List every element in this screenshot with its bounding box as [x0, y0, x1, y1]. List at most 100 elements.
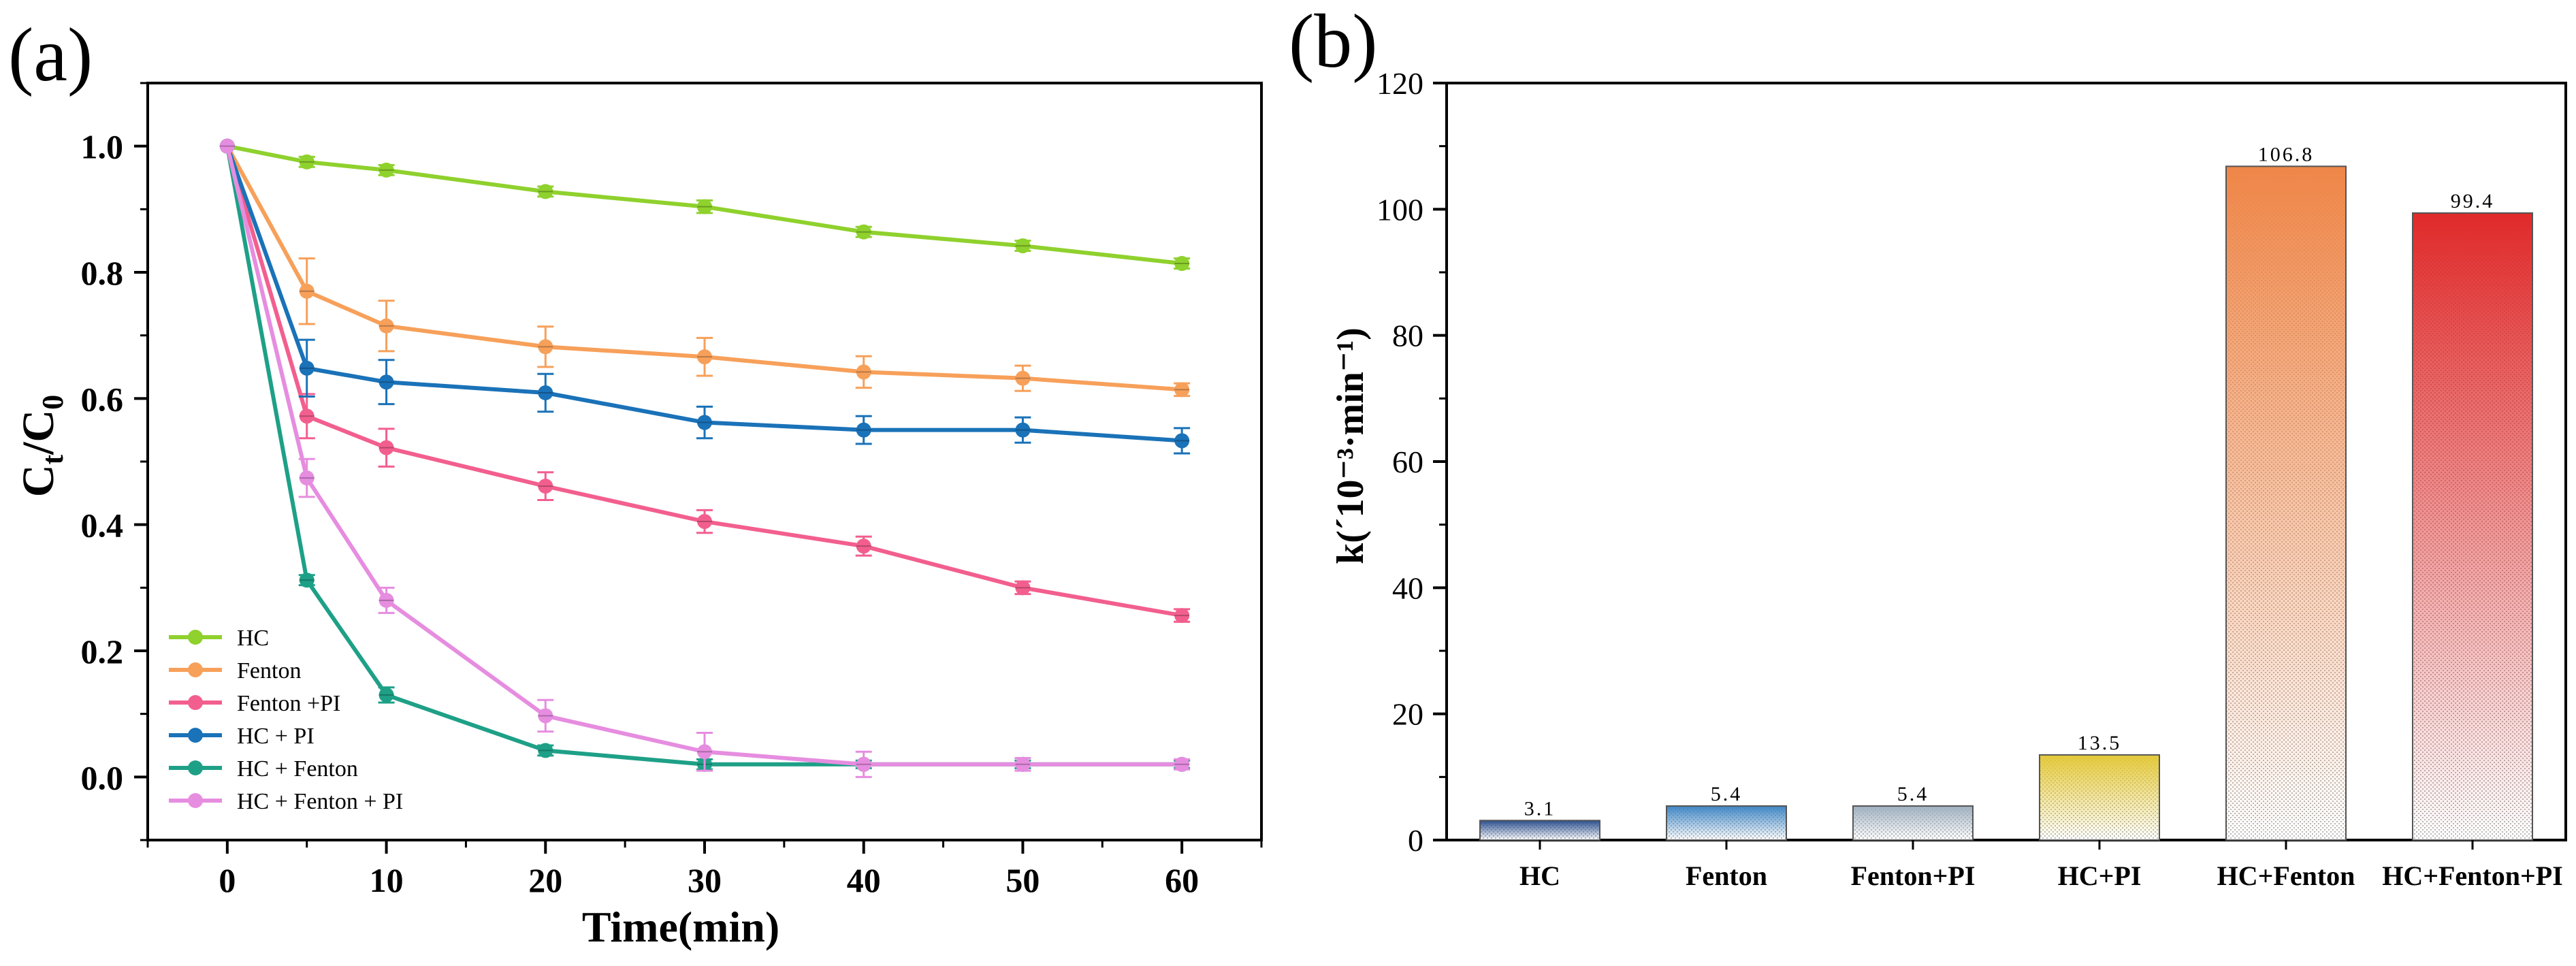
data-point: [1174, 382, 1190, 398]
data-point: [379, 440, 394, 455]
legend-item: HC + PI: [169, 724, 315, 749]
bar-hc-pi: 13.5: [2039, 732, 2160, 841]
x-tick-label-a: 60: [1165, 861, 1199, 899]
x-tick-label-a: 30: [688, 861, 722, 899]
y-axis-b: 0 20 40 60 80 100 120: [1376, 66, 1447, 858]
bar-hc-fenton-pi: 99.4: [2412, 190, 2533, 841]
bar-fill: [2039, 754, 2160, 841]
data-point: [856, 422, 871, 438]
bar-value-label: 5.4: [1897, 783, 1929, 805]
bar-value-label: 106.8: [2258, 143, 2315, 165]
category-label: HC: [1519, 860, 1560, 891]
y-tick-label-b: 40: [1392, 570, 1423, 605]
y-tick-label-b: 20: [1392, 697, 1423, 732]
y-axis-a: 0.0 0.2 0.4 0.6 0.8 1.0: [81, 82, 148, 841]
legend-label: Fenton: [237, 658, 301, 683]
bar-value-label: 99.4: [2451, 190, 2495, 212]
data-point: [697, 744, 712, 760]
data-point: [538, 339, 553, 355]
x-tick-label-a: 0: [219, 861, 236, 899]
data-point: [697, 349, 712, 365]
legend-item: HC + Fenton + PI: [169, 789, 403, 814]
bar-value-label: 3.1: [1524, 797, 1556, 820]
legend-label: HC: [237, 626, 269, 651]
category-label: HC+Fenton+PI: [2382, 860, 2563, 891]
series-fenton-pi: [219, 138, 1191, 624]
series-hc-fenton-pi: [219, 138, 1191, 778]
y-tick-label-b: 100: [1376, 192, 1423, 227]
legend-item: HC + Fenton: [169, 756, 358, 782]
legend-swatch-marker: [188, 728, 203, 743]
plot-frame-b: [1445, 82, 2567, 841]
bar-chart-panel: 0 20 40 60 80 100 120 3.1 5.4 5.4 13.5 106.8 99.4 H…: [1330, 66, 2567, 891]
series-line: [225, 146, 1182, 767]
data-point: [299, 154, 315, 170]
data-point: [379, 162, 394, 178]
bar-fill: [1479, 820, 1600, 841]
bar-hc: 3.1: [1479, 797, 1600, 841]
bar-fill: [1852, 805, 1974, 841]
bar-hc-fenton: 106.8: [2225, 143, 2347, 841]
x-tick-label-a: 40: [847, 861, 881, 899]
x-axis-b: HC Fenton Fenton+PI HC+PI HC+Fenton HC+Fenton…: [1519, 840, 2563, 891]
data-point: [1174, 433, 1190, 449]
legend-label: HC + Fenton: [237, 756, 358, 782]
legend-label: Fenton +PI: [237, 691, 340, 716]
data-point: [1015, 422, 1031, 438]
series-fenton: [219, 138, 1191, 398]
data-point: [379, 374, 394, 390]
panel-label-a: (a): [8, 13, 93, 97]
data-point: [299, 408, 315, 424]
data-point: [299, 573, 315, 588]
y-tick-label-a: 1.0: [81, 128, 124, 166]
series-line: [225, 145, 1182, 443]
plot-frame-a: [146, 82, 1263, 841]
data-point: [1174, 756, 1190, 772]
y-axis-title: Ct/C0: [14, 395, 69, 497]
bar-fenton: 5.4: [1666, 783, 1787, 841]
series-hc-pi: [219, 138, 1191, 455]
data-point: [299, 283, 315, 299]
category-label: HC+PI: [2058, 860, 2142, 891]
x-tick-label-a: 10: [370, 861, 404, 899]
legend-swatch-marker: [188, 630, 203, 645]
y-tick-label-b: 80: [1392, 319, 1423, 353]
y-tick-label-a: 0.0: [81, 758, 124, 796]
data-point: [538, 479, 553, 494]
legend-swatch-marker: [188, 662, 203, 677]
data-point: [1174, 608, 1190, 624]
bar-fill: [2412, 212, 2533, 841]
data-point: [379, 318, 394, 334]
bar-fill: [1666, 805, 1787, 841]
series-group: [219, 138, 1191, 778]
legend-item: Fenton: [169, 658, 301, 683]
category-label: Fenton: [1686, 860, 1767, 891]
data-point: [538, 708, 553, 724]
y-tick-label-a: 0.6: [81, 380, 124, 418]
x-tick-label-a: 20: [528, 861, 562, 899]
data-point: [856, 756, 871, 772]
panel-label-b: (b): [1289, 0, 1378, 84]
category-label: HC+Fenton: [2217, 860, 2355, 891]
data-point: [299, 360, 315, 376]
series-line: [227, 144, 1182, 266]
legend-swatch-marker: [188, 793, 203, 808]
data-point: [697, 199, 712, 214]
data-point: [1015, 370, 1031, 386]
bar-fill: [2225, 165, 2347, 841]
data-point: [219, 138, 235, 154]
series-line: [225, 145, 1182, 618]
data-point: [538, 743, 553, 758]
y-tick-label-b: 60: [1392, 445, 1423, 479]
data-point: [379, 687, 394, 703]
y-tick-label-a: 0.8: [81, 254, 124, 292]
data-point: [1174, 256, 1190, 272]
legend-label: HC + PI: [237, 724, 315, 749]
x-axis-a: 0 10 20 30 40 50 60: [146, 840, 1263, 899]
data-point: [697, 514, 712, 530]
data-point: [379, 592, 394, 608]
legend-swatch-marker: [188, 695, 203, 710]
bar-value-label: 5.4: [1711, 783, 1743, 805]
data-point: [538, 385, 553, 400]
series-hc: [219, 138, 1191, 272]
